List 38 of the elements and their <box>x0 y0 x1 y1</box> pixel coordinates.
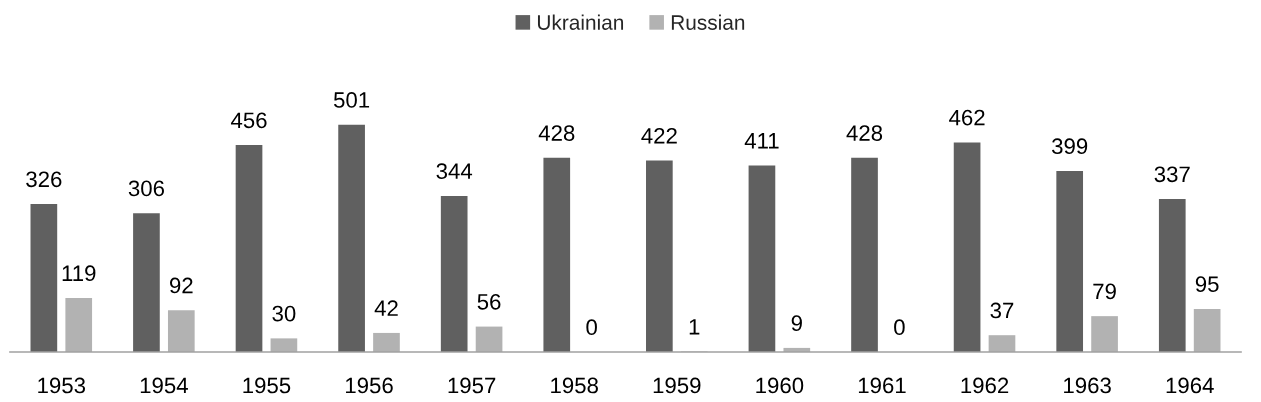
legend-label: Ukrainian <box>537 14 624 30</box>
data-label: 428 <box>538 125 575 141</box>
data-label: 56 <box>477 293 501 310</box>
data-label: 0 <box>586 319 597 336</box>
x-tick-label: 1955 <box>243 377 291 394</box>
data-label: 9 <box>791 315 802 332</box>
x-tick-label: 1959 <box>653 377 701 394</box>
data-label: 119 <box>62 265 96 282</box>
data-label: 399 <box>1052 138 1088 155</box>
data-label: 79 <box>1093 283 1116 300</box>
x-tick-label: 1953 <box>38 377 86 394</box>
x-tick-label: 1961 <box>858 377 906 394</box>
x-tick-label: 1958 <box>551 377 598 394</box>
data-label: 344 <box>436 163 473 180</box>
legend-label: Russian <box>671 14 745 30</box>
data-label: 306 <box>128 180 164 197</box>
x-tick-label: 1954 <box>140 377 188 394</box>
x-tick-label: 1960 <box>756 377 804 394</box>
data-label: 337 <box>1154 166 1190 183</box>
data-label: 1 <box>689 319 700 335</box>
data-label: 30 <box>272 305 296 322</box>
data-label: 37 <box>990 302 1014 319</box>
data-label: 42 <box>374 300 398 316</box>
data-label: 428 <box>846 125 883 141</box>
data-label: 462 <box>949 109 985 126</box>
x-tick-label: 1956 <box>346 377 393 394</box>
data-label: 501 <box>333 92 370 108</box>
x-tick-label: 1962 <box>961 377 1009 394</box>
data-label: 92 <box>170 277 193 294</box>
data-label: 411 <box>744 133 779 149</box>
data-label: 326 <box>26 171 62 188</box>
x-tick-label: 1964 <box>1166 377 1214 394</box>
data-label: 422 <box>641 127 677 144</box>
data-label: 456 <box>230 112 267 129</box>
data-label: 95 <box>1195 276 1219 292</box>
data-label: 0 <box>894 319 905 336</box>
x-tick-label: 1963 <box>1064 377 1111 394</box>
x-tick-label: 1957 <box>448 377 496 394</box>
